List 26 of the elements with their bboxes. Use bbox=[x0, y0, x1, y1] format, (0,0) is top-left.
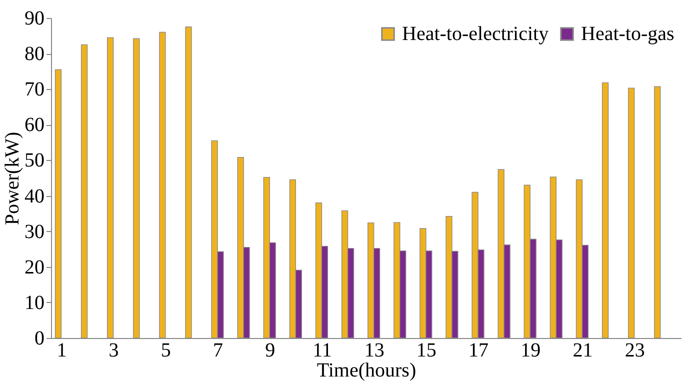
x-tick-label: 19 bbox=[520, 340, 541, 362]
y-tick-label: 90 bbox=[24, 8, 44, 30]
y-axis-title: Power(kW) bbox=[2, 132, 24, 226]
y-tick-label: 0 bbox=[34, 328, 44, 350]
y-tick-label: 50 bbox=[24, 150, 44, 172]
y-tick-label: 70 bbox=[24, 78, 44, 101]
legend-label: Heat-to-electricity bbox=[402, 23, 549, 45]
x-axis-title: Time(hours) bbox=[316, 360, 416, 382]
legend-label: Heat-to-gas bbox=[581, 23, 675, 45]
x-tick-label: 3 bbox=[108, 340, 119, 362]
y-tick-label: 30 bbox=[24, 220, 44, 243]
x-tick-label: 15 bbox=[416, 340, 436, 362]
x-tick-label: 17 bbox=[468, 340, 489, 362]
y-tick-label: 10 bbox=[24, 292, 44, 314]
y-tick-label: 20 bbox=[24, 256, 44, 278]
y-tick-label: 40 bbox=[24, 185, 44, 208]
x-tick-label: 23 bbox=[624, 340, 645, 362]
y-tick-label: 60 bbox=[24, 114, 44, 136]
x-tick-label: 21 bbox=[572, 340, 593, 362]
x-tick-label: 11 bbox=[312, 340, 332, 362]
y-tick-label: 80 bbox=[24, 43, 44, 66]
x-tick-label: 1 bbox=[56, 340, 67, 362]
x-tick-label: 7 bbox=[213, 340, 224, 362]
x-tick-label: 13 bbox=[364, 340, 384, 362]
x-tick-label: 9 bbox=[265, 340, 276, 362]
x-tick-label: 5 bbox=[160, 340, 171, 362]
